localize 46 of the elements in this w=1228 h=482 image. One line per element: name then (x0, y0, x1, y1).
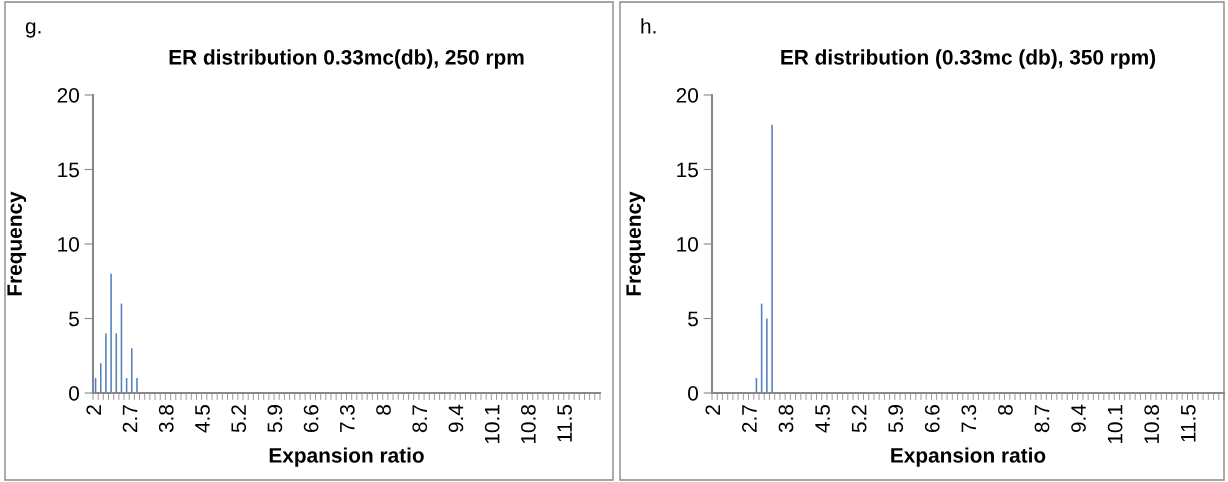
x-tick-label: 7.3 (339, 405, 355, 432)
y-axis-title: Frequency (626, 191, 646, 296)
x-tick-label: 2.7 (122, 405, 138, 433)
x-tick-label: 8 (998, 405, 1013, 415)
x-tick-label: 5.9 (267, 405, 283, 433)
x-tick-label: 6.6 (924, 405, 940, 433)
x-tick-label: 11.5 (557, 404, 572, 442)
y-tick-label: 10 (58, 237, 79, 252)
x-tick-label: 2 (705, 405, 720, 415)
text: h. (641, 18, 656, 34)
x-tick-label: 4.5 (815, 404, 830, 433)
x-tick-label: 9.4 (448, 404, 464, 433)
x-tick-label: 11.5 (1181, 404, 1196, 442)
x-tick-label: 2.7 (742, 405, 757, 433)
x-tick-label: 5.2 (231, 405, 247, 433)
x-tick-label: 10.1 (1107, 405, 1123, 444)
x-tick-label: 8.7 (1034, 405, 1050, 433)
x-tick-label: 2 (86, 405, 101, 415)
y-axis-title: Frequency (7, 191, 27, 296)
x-tick-label: 3.8 (158, 405, 174, 433)
x-axis-title: Expansion ratio (269, 447, 424, 467)
y-tick-label: 15 (677, 162, 698, 178)
y-tick-label: 15 (58, 162, 79, 178)
y-tick-label: 10 (677, 237, 698, 252)
x-tick-label: 6.6 (303, 405, 319, 433)
y-tick-label: 5 (69, 311, 79, 327)
y-tick-label: 5 (688, 311, 698, 327)
y-tick-label: 0 (688, 386, 698, 401)
x-tick-label: 4.5 (195, 404, 210, 433)
x-tick-label: 9.4 (1071, 404, 1086, 433)
x-axis-title: Expansion ratio (891, 447, 1046, 467)
chart-title: ER distribution (0.33mc (db), 350 rpm) (781, 49, 1156, 69)
x-tick-label: 8.7 (412, 405, 428, 433)
chart-title: ER distribution 0.33mc(db), 250 rpm (169, 49, 524, 69)
x-tick-label: 10.8 (1144, 405, 1160, 444)
y-tick-label: 20 (57, 88, 79, 103)
x-tick-label: 8 (376, 405, 391, 415)
y-tick-label: 0 (69, 386, 79, 401)
text: g. (25, 22, 41, 38)
x-tick-label: 10.8 (521, 405, 536, 444)
x-tick-label: 7.3 (961, 405, 977, 432)
x-tick-label: 5.9 (888, 405, 904, 433)
x-tick-label: 10.1 (484, 405, 500, 444)
x-tick-label: 3.8 (778, 405, 794, 433)
x-tick-label: 5.2 (851, 405, 867, 433)
y-tick-label: 20 (676, 88, 698, 103)
